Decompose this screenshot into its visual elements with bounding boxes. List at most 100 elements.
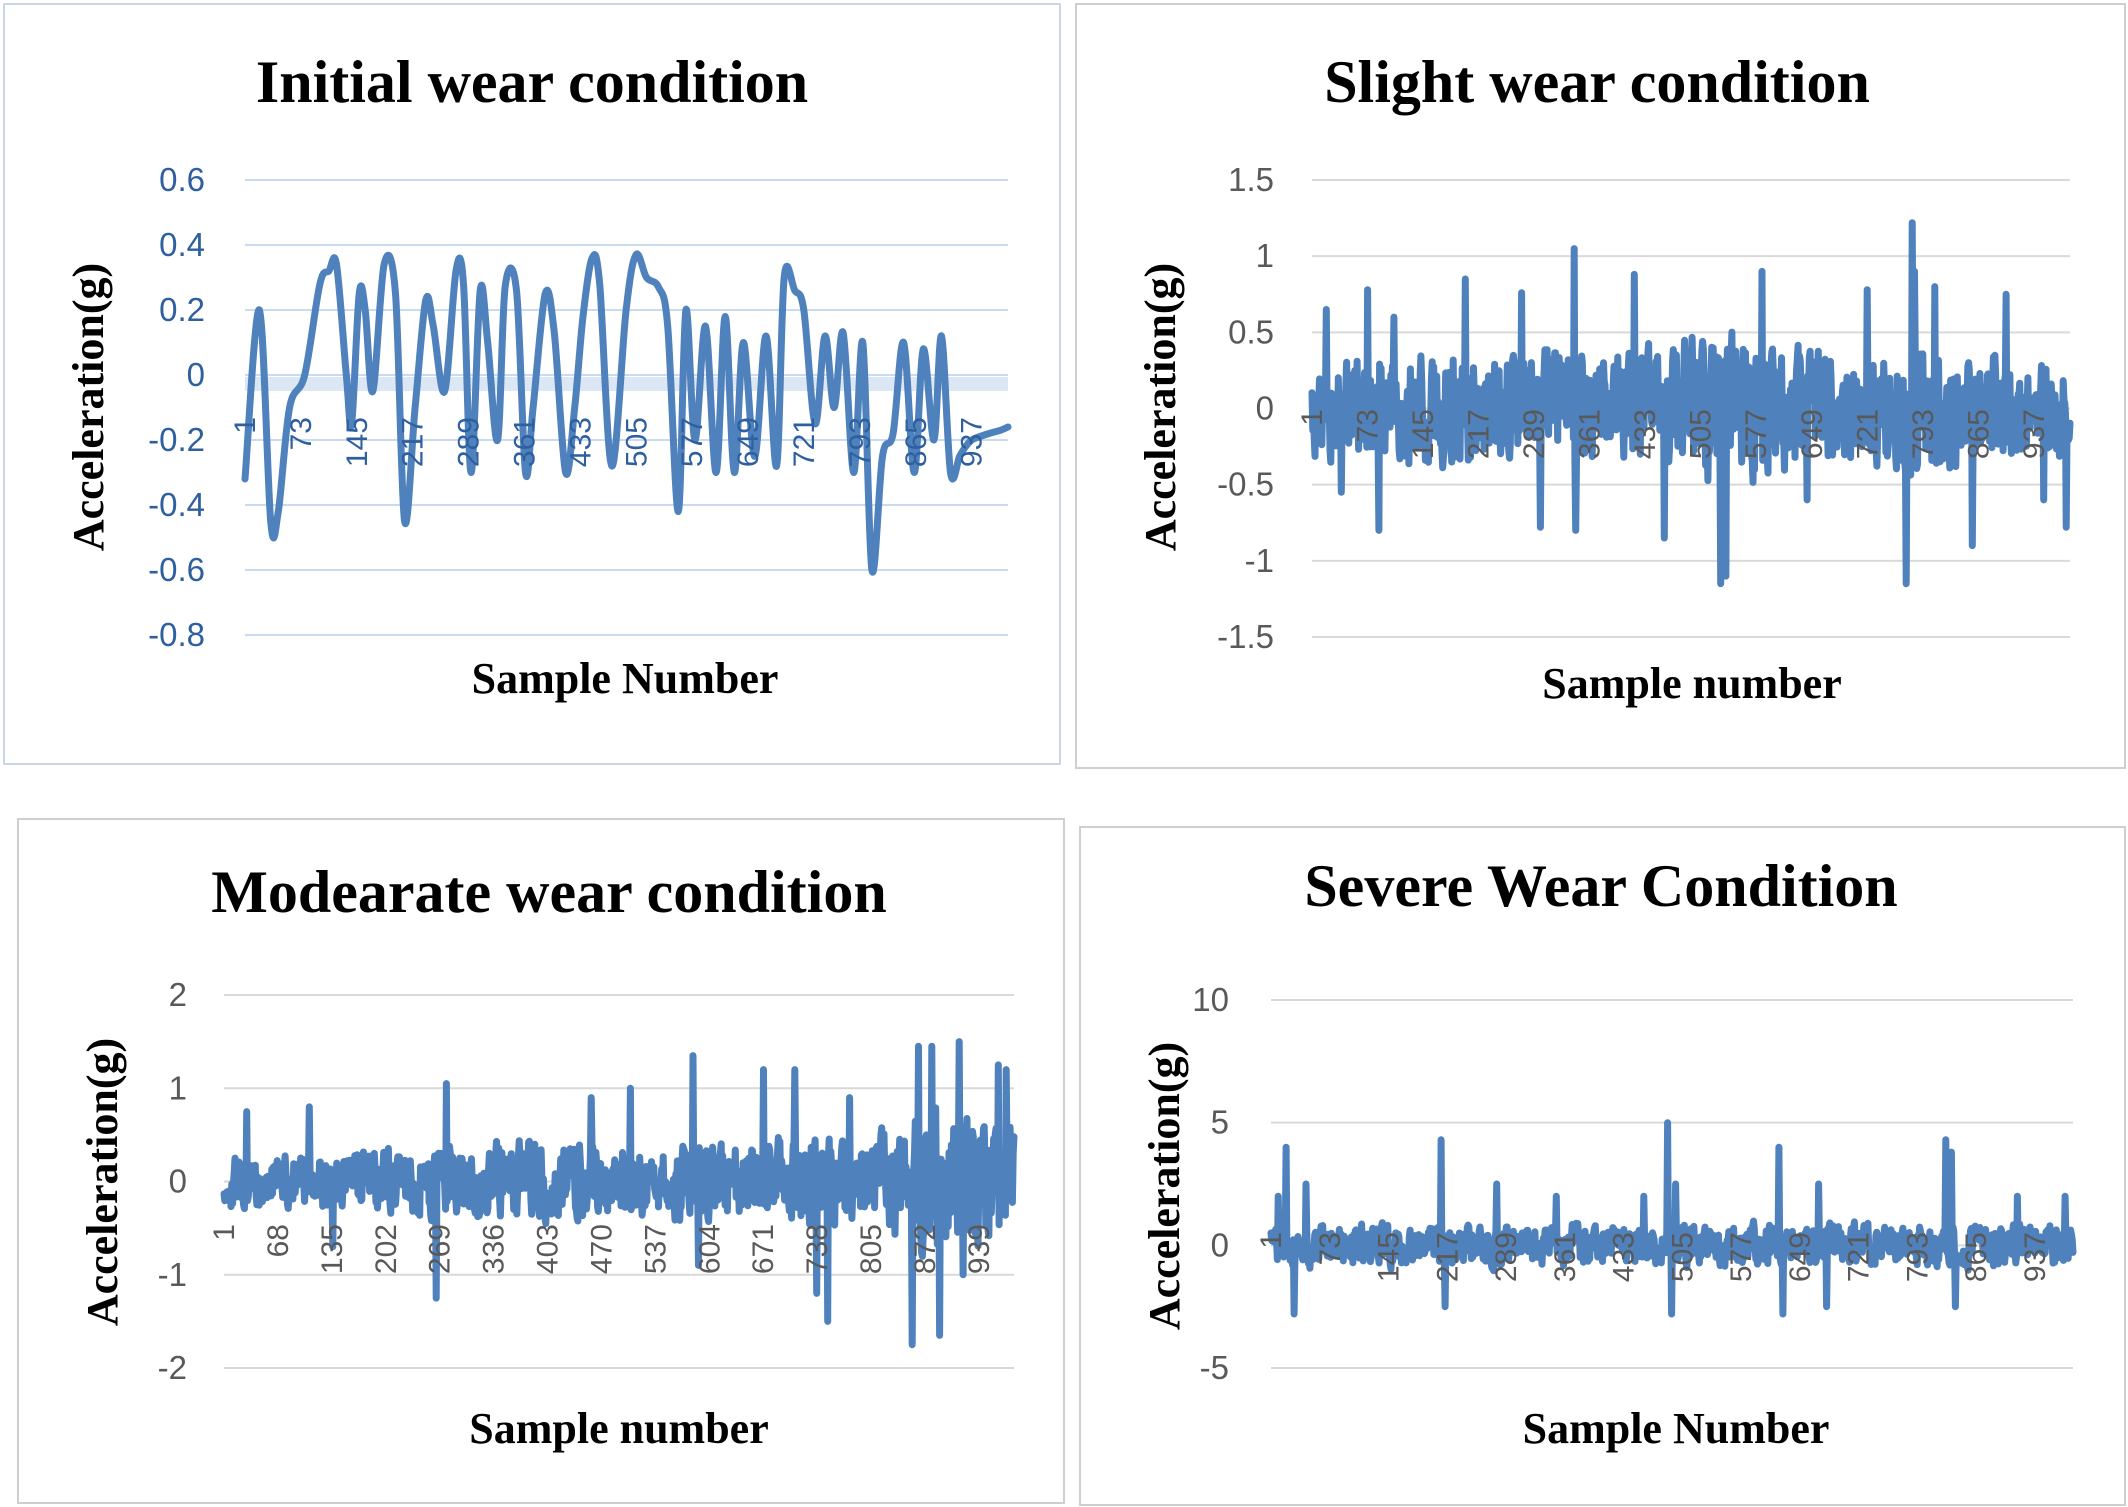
y-tick-label: 1.5 (1228, 161, 1274, 198)
y-tick-label: 0 (187, 356, 205, 393)
chart-title: Modearate wear condition (211, 859, 886, 925)
y-tick-label: 1 (169, 1069, 187, 1106)
x-tick-label: 217 (1463, 409, 1496, 459)
y-tick-label: -2 (158, 1349, 187, 1386)
y-axis-label: Acceleration(g) (1136, 263, 1185, 551)
x-tick-label: 604 (693, 1224, 726, 1274)
chart-title: Slight wear condition (1324, 49, 1870, 115)
chart-title: Severe Wear Condition (1304, 853, 1897, 919)
chart-panel-moderate: Modearate wear condition 2 1 0 -1 -2 1 68 135 202… (17, 818, 1065, 1504)
zero-axis-band (245, 377, 1008, 391)
series-line (220, 1038, 1018, 1349)
x-tick-label: 577 (1725, 1232, 1758, 1282)
x-tick-label: 937 (2019, 1232, 2052, 1282)
x-tick-label: 793 (844, 417, 877, 467)
x-tick-label: 937 (2018, 409, 2051, 459)
chart-svg: Initial wear condition 0.6 0.4 0.2 0 -0.2 -0.4… (64, 49, 1012, 703)
x-tick-label: 73 (1352, 409, 1385, 442)
x-axis-label: Sample number (469, 1404, 768, 1453)
x-tick-label: 505 (1685, 409, 1718, 459)
x-tick-label: 671 (747, 1224, 780, 1274)
x-tick-label: 73 (1314, 1232, 1347, 1265)
y-tick-label: -1.5 (1217, 618, 1274, 655)
x-tick-label: 505 (620, 417, 653, 467)
x-tick-label: 649 (1784, 1232, 1817, 1282)
x-tick-label: 73 (285, 417, 318, 450)
x-tick-label: 135 (316, 1224, 349, 1274)
y-tick-label: 0.4 (159, 226, 205, 263)
x-tick-label: 289 (453, 417, 486, 467)
x-tick-label: 939 (963, 1224, 996, 1274)
x-tick-label: 805 (855, 1224, 888, 1274)
chart-svg: Modearate wear condition 2 1 0 -1 -2 1 68 135 202… (78, 859, 1018, 1453)
y-tick-label: 0.2 (159, 291, 205, 328)
y-tick-label: 5 (1211, 1104, 1229, 1141)
y-axis-label: Acceleration(g) (78, 1038, 127, 1326)
x-tick-label: 1 (1255, 1232, 1288, 1249)
chart-panel-initial: Initial wear condition 0.6 0.4 0.2 0 -0.2 -0.4… (3, 3, 1061, 765)
x-tick-label: 793 (1901, 1232, 1934, 1282)
x-tick-label: 721 (788, 417, 821, 467)
x-tick-label: 1 (208, 1224, 241, 1241)
chart-svg: Slight wear condition 1.5 1 0.5 0 -0.5 -1 -1.5 1… (1136, 49, 2074, 708)
x-tick-label: 202 (370, 1224, 403, 1274)
x-tick-label: 649 (732, 417, 765, 467)
series-line (1267, 1119, 2077, 1318)
x-tick-label: 433 (564, 417, 597, 467)
series-line (1308, 219, 2074, 588)
x-tick-label: 537 (639, 1224, 672, 1274)
y-axis-label: Acceleration(g) (64, 263, 113, 551)
y-tick-label: 1 (1256, 237, 1274, 274)
y-tick-label: -1 (158, 1256, 187, 1293)
series-line (241, 250, 1012, 576)
y-tick-label: -5 (1200, 1349, 1229, 1386)
y-tick-label: 0 (169, 1163, 187, 1200)
y-tick-label: 0 (1211, 1226, 1229, 1263)
x-tick-label: 145 (1407, 409, 1440, 459)
y-tick-label: -0.4 (148, 486, 205, 523)
x-tick-label: 336 (478, 1224, 511, 1274)
chart-title: Initial wear condition (256, 49, 808, 115)
x-tick-label: 872 (909, 1224, 942, 1274)
y-tick-label: -0.8 (148, 616, 205, 653)
x-tick-label: 269 (424, 1224, 457, 1274)
x-tick-label: 721 (1851, 409, 1884, 459)
x-axis-label: Sample Number (472, 654, 779, 703)
x-tick-label: 361 (508, 417, 541, 467)
x-tick-label: 865 (1960, 1232, 1993, 1282)
x-tick-label: 1 (229, 417, 262, 434)
x-axis-label: Sample number (1542, 659, 1841, 708)
x-tick-label: 1 (1296, 409, 1329, 426)
x-tick-label: 217 (1431, 1232, 1464, 1282)
y-tick-label: 10 (1192, 981, 1229, 1018)
x-tick-label: 738 (801, 1224, 834, 1274)
x-tick-label: 361 (1549, 1232, 1582, 1282)
y-tick-label: 0.5 (1228, 313, 1274, 350)
x-tick-label: 721 (1843, 1232, 1876, 1282)
chart-panel-slight: Slight wear condition 1.5 1 0.5 0 -0.5 -1 -1.5 1… (1075, 3, 2126, 769)
y-tick-label: 0 (1256, 390, 1274, 427)
y-tick-label: -1 (1245, 542, 1274, 579)
x-tick-label: 403 (532, 1224, 565, 1274)
x-tick-label: 145 (341, 417, 374, 467)
x-tick-label: 865 (900, 417, 933, 467)
x-tick-label: 433 (1608, 1232, 1641, 1282)
y-tick-label: -0.5 (1217, 466, 1274, 503)
x-tick-label: 289 (1518, 409, 1551, 459)
x-tick-label: 577 (676, 417, 709, 467)
x-tick-label: 68 (262, 1224, 295, 1257)
x-tick-label: 865 (1962, 409, 1995, 459)
x-tick-label: 145 (1373, 1232, 1406, 1282)
x-tick-label: 793 (1907, 409, 1940, 459)
y-tick-label: 2 (169, 976, 187, 1013)
y-tick-label: -0.2 (148, 421, 205, 458)
x-tick-label: 470 (585, 1224, 618, 1274)
x-tick-label: 289 (1490, 1232, 1523, 1282)
y-tick-label: 0.6 (159, 161, 205, 198)
chart-svg: Severe Wear Condition 10 5 0 -5 1 73 145 217 289 3… (1140, 853, 2077, 1453)
x-tick-label: 649 (1796, 409, 1829, 459)
x-tick-label: 433 (1629, 409, 1662, 459)
x-tick-label: 217 (397, 417, 430, 467)
x-tick-label: 505 (1666, 1232, 1699, 1282)
y-tick-label: -0.6 (148, 551, 205, 588)
